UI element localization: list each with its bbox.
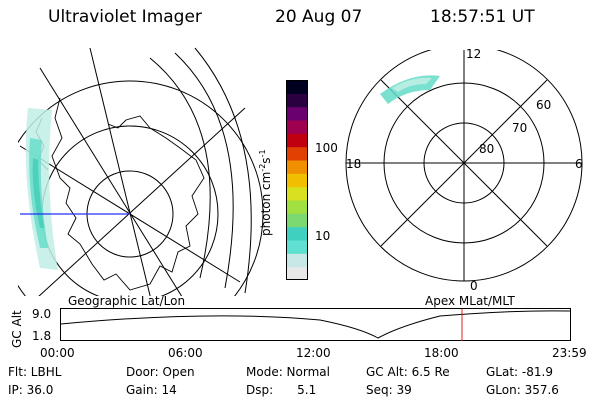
timeline-x-tick-0600: 06:00 xyxy=(168,346,203,360)
instrument-title: Ultraviolet Imager xyxy=(48,7,202,27)
timeline-x-tick-1200: 12:00 xyxy=(296,346,331,360)
colorbar-swatch xyxy=(286,120,308,134)
timeline-x-tick-0000: 00:00 xyxy=(40,346,75,360)
colorbar-swatch xyxy=(286,133,308,148)
meridian-line-4 xyxy=(38,107,246,296)
colorbar-swatch xyxy=(286,186,308,201)
timeline-right-label: Apex MLat/MLT xyxy=(425,294,515,308)
status-mode: Mode: Normal xyxy=(246,365,330,379)
timeline-y-tick-9: 9.0 xyxy=(32,307,52,321)
colorbar-tick-10: 10 xyxy=(315,229,331,243)
timeline-x-tick-1800: 18:00 xyxy=(424,346,459,360)
mlat-label-60: 60 xyxy=(536,98,552,112)
colorbar-unit-label: photon cm-2s-1 xyxy=(258,149,273,236)
timeline-x-tick-2359: 23:59 xyxy=(552,346,587,360)
mlat-label-80: 80 xyxy=(479,142,495,156)
altitude-timeline xyxy=(60,308,571,341)
observation-time: 18:57:51 UT xyxy=(430,7,535,27)
meridian-line-3 xyxy=(89,47,151,296)
aurora-emission xyxy=(25,108,58,270)
mlat-label-70: 70 xyxy=(512,121,528,135)
mlt-label-0: 0 xyxy=(470,279,478,293)
status-gc-alt: GC Alt: 6.5 Re xyxy=(366,365,450,379)
timeline-frame xyxy=(60,308,571,341)
coastline xyxy=(51,97,205,291)
meridian-line-2 xyxy=(39,67,183,296)
colorbar-tick-100: 100 xyxy=(315,141,338,155)
colorbar xyxy=(286,80,308,280)
status-filter: Flt: LBHL xyxy=(8,365,62,379)
polar-plot xyxy=(345,50,583,282)
mlt-line-diag-2 xyxy=(380,79,548,247)
colorbar-swatch xyxy=(286,106,308,121)
colorbar-swatch xyxy=(286,213,308,228)
status-glon: GLon: 357.6 xyxy=(486,383,559,397)
colorbar-swatch xyxy=(286,253,308,268)
mlt-label-18: 18 xyxy=(346,157,362,171)
colorbar-swatch xyxy=(286,80,308,94)
colorbar-swatch xyxy=(286,240,308,254)
status-ip: IP: 36.0 xyxy=(8,383,54,397)
status-glat: GLat: -81.9 xyxy=(486,365,553,379)
geographic-map xyxy=(18,47,264,296)
colorbar-swatch xyxy=(286,160,308,174)
timeline-y-tick-1-8: 1.8 xyxy=(32,329,52,343)
status-door: Door: Open xyxy=(126,365,195,379)
timeline-left-label: Geographic Lat/Lon xyxy=(68,294,186,308)
colorbar-swatch xyxy=(286,200,308,214)
limb-arc-2 xyxy=(174,52,234,289)
limb-arc-1 xyxy=(149,57,211,279)
colorbar-swatch xyxy=(286,93,308,108)
mlt-label-6: 6 xyxy=(575,157,583,171)
status-gain: Gain: 14 xyxy=(126,383,177,397)
status-seq: Seq: 39 xyxy=(366,383,412,397)
colorbar-swatch xyxy=(286,266,308,280)
limb-arc-3 xyxy=(194,47,252,294)
status-dsp: Dsp: 5.1 xyxy=(246,383,317,397)
mlt-label-12: 12 xyxy=(466,47,482,61)
colorbar-swatch xyxy=(286,226,308,241)
colorbar-swatch xyxy=(286,146,308,161)
observation-date: 20 Aug 07 xyxy=(275,7,363,27)
colorbar-swatch xyxy=(286,173,308,188)
latitude-circle-outer xyxy=(18,80,264,296)
colorbar-frame xyxy=(286,80,308,280)
polar-aurora-core xyxy=(392,77,432,92)
timeline-y-axis-title: GC Alt xyxy=(10,310,24,348)
altitude-curve xyxy=(60,310,571,339)
